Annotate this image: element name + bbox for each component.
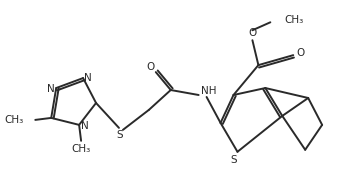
Text: O: O [296, 48, 304, 58]
Text: N: N [81, 121, 89, 131]
Text: CH₃: CH₃ [284, 15, 304, 25]
Text: O: O [248, 28, 257, 38]
Text: N: N [47, 84, 55, 94]
Text: NH: NH [201, 86, 216, 96]
Text: O: O [147, 62, 155, 72]
Text: CH₃: CH₃ [71, 144, 91, 154]
Text: S: S [117, 130, 123, 140]
Text: S: S [230, 155, 237, 165]
Text: CH₃: CH₃ [4, 115, 23, 125]
Text: N: N [84, 73, 92, 83]
